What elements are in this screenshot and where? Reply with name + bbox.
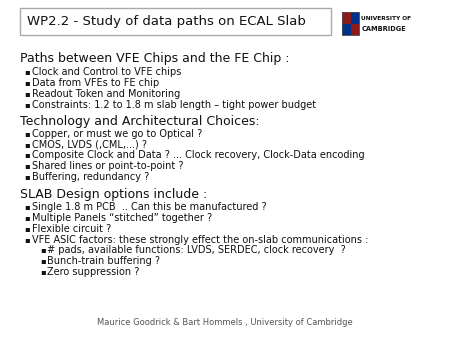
Text: ▪: ▪ xyxy=(24,213,30,222)
Text: ▪: ▪ xyxy=(40,245,46,254)
Text: Buffering, redundancy ?: Buffering, redundancy ? xyxy=(32,172,149,182)
Text: WP2.2 - Study of data paths on ECAL Slab: WP2.2 - Study of data paths on ECAL Slab xyxy=(27,16,306,28)
Text: ▪: ▪ xyxy=(24,100,30,109)
Bar xyxy=(342,12,351,24)
Text: Clock and Control to VFE chips: Clock and Control to VFE chips xyxy=(32,67,181,78)
Text: ▪: ▪ xyxy=(40,256,46,265)
Text: ▪: ▪ xyxy=(24,140,30,149)
Text: ▪: ▪ xyxy=(40,267,46,276)
Text: CAMBRIDGE: CAMBRIDGE xyxy=(361,26,406,32)
Text: ▪: ▪ xyxy=(24,150,30,159)
Text: Data from VFEs to FE chip: Data from VFEs to FE chip xyxy=(32,78,159,88)
Text: Shared lines or point-to-point ?: Shared lines or point-to-point ? xyxy=(32,161,183,171)
Text: Paths between VFE Chips and the FE Chip :: Paths between VFE Chips and the FE Chip … xyxy=(20,52,290,65)
Text: Flexible circuit ?: Flexible circuit ? xyxy=(32,224,111,234)
Text: ▪: ▪ xyxy=(24,129,30,138)
Bar xyxy=(351,24,359,35)
Text: SLAB Design options include :: SLAB Design options include : xyxy=(20,188,207,201)
Text: ▪: ▪ xyxy=(24,224,30,233)
Text: Readout Token and Monitoring: Readout Token and Monitoring xyxy=(32,89,180,99)
Text: ▪: ▪ xyxy=(24,67,30,76)
Text: ▪: ▪ xyxy=(24,89,30,98)
Text: UNIVERSITY OF: UNIVERSITY OF xyxy=(361,17,411,21)
Text: # pads, available functions: LVDS, SERDEC, clock recovery  ?: # pads, available functions: LVDS, SERDE… xyxy=(47,245,346,255)
Text: CMOS, LVDS (,CML,...) ?: CMOS, LVDS (,CML,...) ? xyxy=(32,140,147,150)
Bar xyxy=(20,8,331,35)
Text: Multiple Panels “stitched” together ?: Multiple Panels “stitched” together ? xyxy=(32,213,211,223)
Text: Composite Clock and Data ? ... Clock recovery, Clock-Data encoding: Composite Clock and Data ? ... Clock rec… xyxy=(32,150,364,160)
Text: Maurice Goodrick & Bart Hommels , University of Cambridge: Maurice Goodrick & Bart Hommels , Univer… xyxy=(97,318,353,328)
Bar xyxy=(342,12,359,35)
Bar xyxy=(342,12,359,35)
Text: Constraints: 1.2 to 1.8 m slab length – tight power budget: Constraints: 1.2 to 1.8 m slab length – … xyxy=(32,100,315,110)
Text: Technology and Architectural Choices:: Technology and Architectural Choices: xyxy=(20,115,260,128)
Bar xyxy=(351,12,359,24)
Text: Single 1.8 m PCB  .. Can this be manufactured ?: Single 1.8 m PCB .. Can this be manufact… xyxy=(32,202,266,212)
Text: ▪: ▪ xyxy=(24,78,30,87)
Text: VFE ASIC factors: these strongly effect the on-slab communications :: VFE ASIC factors: these strongly effect … xyxy=(32,235,368,245)
Text: ▪: ▪ xyxy=(24,202,30,211)
Text: Bunch-train buffering ?: Bunch-train buffering ? xyxy=(47,256,160,266)
Text: ▪: ▪ xyxy=(24,172,30,181)
Bar xyxy=(342,24,351,35)
Text: ▪: ▪ xyxy=(24,161,30,170)
Text: Zero suppression ?: Zero suppression ? xyxy=(47,267,140,277)
Text: ▪: ▪ xyxy=(24,235,30,244)
Text: Copper, or must we go to Optical ?: Copper, or must we go to Optical ? xyxy=(32,129,202,139)
